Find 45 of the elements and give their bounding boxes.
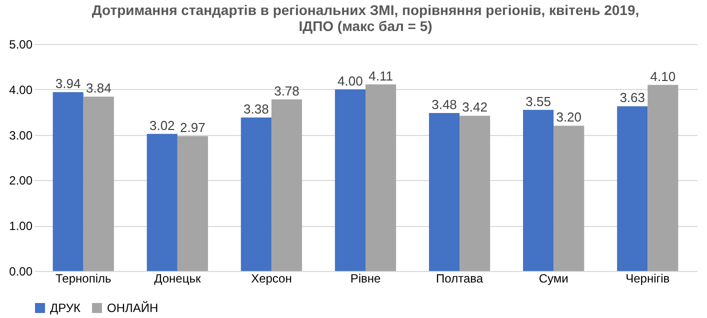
- data-label: 3.55: [526, 94, 551, 109]
- y-tick-label: 1.00: [9, 219, 33, 234]
- bar: [52, 92, 84, 271]
- bar: [366, 84, 396, 271]
- x-tick-label: Херсон: [251, 272, 292, 286]
- bar: [240, 118, 272, 271]
- y-tick-label: 5.00: [9, 38, 33, 52]
- legend-label: ДРУК: [50, 301, 80, 315]
- data-label: 3.20: [556, 110, 582, 125]
- data-label: 4.11: [368, 68, 393, 84]
- bar: [523, 110, 554, 271]
- x-tick-label: Рівне: [350, 272, 381, 286]
- y-tick-label: 0.00: [9, 264, 33, 278]
- x-tick-label: Чернігів: [626, 272, 670, 286]
- data-label: 3.48: [432, 97, 457, 112]
- data-label: 4.00: [338, 73, 363, 88]
- text: ІДПО (макс бал = 5): [298, 18, 432, 34]
- data-label: 3.42: [462, 100, 488, 115]
- bar: [460, 116, 490, 271]
- x-tick-label: Донецьк: [154, 272, 202, 286]
- y-tick-label: 3.00: [9, 128, 33, 142]
- bar: [617, 106, 648, 271]
- x-tick-label: Полтава: [436, 272, 484, 286]
- bar: [648, 84, 678, 271]
- data-label: 3.94: [55, 76, 81, 92]
- data-label: 2.97: [180, 120, 206, 136]
- data-label: 3.63: [620, 90, 645, 106]
- bar: [554, 126, 584, 271]
- y-tick-label: 2.00: [9, 174, 33, 188]
- bar: [177, 136, 208, 271]
- data-label: 4.10: [650, 68, 676, 84]
- text: Дотримання стандартів в регіональних ЗМІ, порівняння регіонів, квітень 2019,: [92, 2, 640, 18]
- data-label: 3.78: [274, 83, 300, 98]
- y-tick-label: 4.00: [9, 82, 33, 97]
- data-label: 3.02: [149, 118, 175, 133]
- bar: [271, 99, 302, 271]
- legend-label: ОНЛАЙН: [107, 301, 158, 315]
- bar: [146, 134, 178, 271]
- data-label: 3.38: [244, 102, 269, 117]
- bar: [428, 113, 460, 271]
- x-tick-label: Суми: [538, 272, 568, 286]
- data-label: 3.84: [86, 80, 112, 96]
- bar: [83, 96, 114, 271]
- bar: [334, 89, 366, 271]
- x-tick-label: Тернопіль: [56, 272, 112, 286]
